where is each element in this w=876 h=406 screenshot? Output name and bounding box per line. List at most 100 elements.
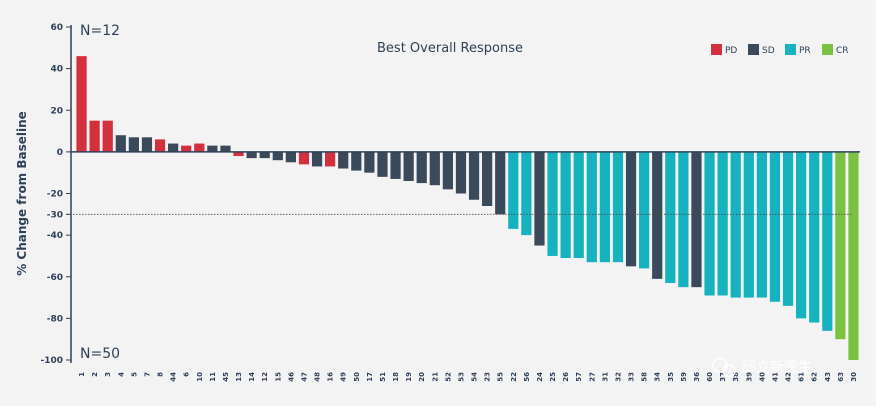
bar-44 xyxy=(168,143,179,152)
x-tick-label: 13 xyxy=(235,372,243,382)
legend-item-cr: CR xyxy=(822,44,849,56)
bar-48 xyxy=(311,151,323,167)
x-tick-label: 45 xyxy=(222,372,230,382)
x-tick-label: 37 xyxy=(719,372,727,382)
x-tick-label: 32 xyxy=(614,372,622,382)
x-tick-label: 2 xyxy=(91,372,99,377)
bar-17 xyxy=(364,151,375,173)
x-tick-label: 54 xyxy=(471,372,479,382)
bar-10 xyxy=(194,143,205,152)
bar-15 xyxy=(272,151,283,161)
bar-42 xyxy=(782,151,794,306)
x-tick-label: 8 xyxy=(157,372,165,377)
bar-37 xyxy=(717,151,728,296)
bar-54 xyxy=(468,151,480,200)
bar-59 xyxy=(678,151,689,288)
watermark: 邱立新医生 xyxy=(712,357,812,378)
bar-41 xyxy=(769,151,781,302)
y-tick-label: -30 xyxy=(47,210,63,220)
y-tick-label: 60 xyxy=(50,23,63,33)
x-tick-label: 41 xyxy=(771,372,779,382)
x-tick-label: 47 xyxy=(300,372,308,382)
legend-label: PD xyxy=(725,46,737,56)
bar-16 xyxy=(325,151,336,167)
legend-label: SD xyxy=(762,46,775,56)
bar-27 xyxy=(586,151,597,263)
x-tick-label: 58 xyxy=(641,372,649,382)
x-tick-label: 59 xyxy=(680,372,688,382)
x-tick-label: 30 xyxy=(850,372,858,382)
x-tick-label: 61 xyxy=(798,372,806,382)
x-tick-label: 60 xyxy=(706,372,714,382)
x-tick-label: 33 xyxy=(628,372,636,382)
x-tick-label: 35 xyxy=(667,372,675,382)
bar-53 xyxy=(455,151,467,194)
x-tick-label: 10 xyxy=(196,372,204,382)
bar-49 xyxy=(338,151,349,169)
x-tick-label: 46 xyxy=(287,372,295,382)
x-tick-label: 15 xyxy=(274,372,282,382)
bar-21 xyxy=(429,151,440,186)
bar-58 xyxy=(639,151,650,269)
y-tick-label: 40 xyxy=(50,65,63,75)
legend-swatch xyxy=(822,44,833,55)
legend-swatch xyxy=(748,44,759,55)
bar-18 xyxy=(390,151,401,179)
bar-51 xyxy=(377,151,388,177)
x-tick-label: 31 xyxy=(601,372,609,382)
x-tick-label: 4 xyxy=(117,372,125,377)
y-tick-label: -80 xyxy=(47,314,63,324)
x-tick-label: 40 xyxy=(758,372,766,382)
x-tick-label: 49 xyxy=(340,372,348,382)
bar-50 xyxy=(351,151,362,171)
bar-26 xyxy=(560,151,571,259)
bar-2 xyxy=(89,120,100,152)
x-tick-label: 42 xyxy=(785,372,793,382)
x-tick-label: 22 xyxy=(510,372,518,382)
x-tick-label: 34 xyxy=(654,372,662,382)
x-tick-label: 62 xyxy=(811,372,819,382)
wechat-bubble-left xyxy=(712,357,728,373)
bar-36 xyxy=(691,151,702,288)
bar-22 xyxy=(508,151,519,229)
bar-6 xyxy=(181,145,192,152)
bar-20 xyxy=(416,151,427,184)
x-tick-label: 19 xyxy=(405,372,413,382)
wechat-icon xyxy=(712,357,736,378)
x-tick-label: 52 xyxy=(444,372,452,382)
bar-45 xyxy=(220,145,231,152)
bar-40 xyxy=(756,151,767,298)
bar-31 xyxy=(599,151,610,263)
x-tick-label: 18 xyxy=(392,372,400,382)
y-tick-label: -60 xyxy=(47,273,63,283)
x-tick-label: 7 xyxy=(143,372,151,377)
x-tick-label: 27 xyxy=(588,372,596,382)
y-tick-label: 20 xyxy=(50,106,63,116)
bar-52 xyxy=(442,151,453,190)
bar-7 xyxy=(141,137,153,152)
bar-33 xyxy=(625,151,637,267)
bar-5 xyxy=(128,137,139,152)
x-tick-label: 39 xyxy=(745,372,753,382)
x-tick-label: 6 xyxy=(183,372,191,377)
bar-47 xyxy=(298,151,310,165)
x-tick-label: 17 xyxy=(366,372,374,382)
x-tick-label: 16 xyxy=(327,372,335,382)
legend-swatch xyxy=(711,44,722,55)
x-tick-label: 25 xyxy=(549,372,557,382)
bar-35 xyxy=(665,151,676,283)
legend: PD SD PR CR xyxy=(711,44,849,56)
x-tick-label: 56 xyxy=(523,372,531,382)
x-tick-label: 23 xyxy=(484,372,492,382)
x-tick-label: 50 xyxy=(353,372,361,382)
bar-11 xyxy=(207,145,218,152)
bar-43 xyxy=(822,151,833,331)
legend-label: CR xyxy=(836,46,849,56)
bar-8 xyxy=(154,139,166,152)
x-tick-label: 14 xyxy=(248,372,256,382)
x-tick-label: 36 xyxy=(693,372,701,382)
x-tick-label: 53 xyxy=(457,372,465,382)
x-tick-label: 3 xyxy=(104,372,112,377)
